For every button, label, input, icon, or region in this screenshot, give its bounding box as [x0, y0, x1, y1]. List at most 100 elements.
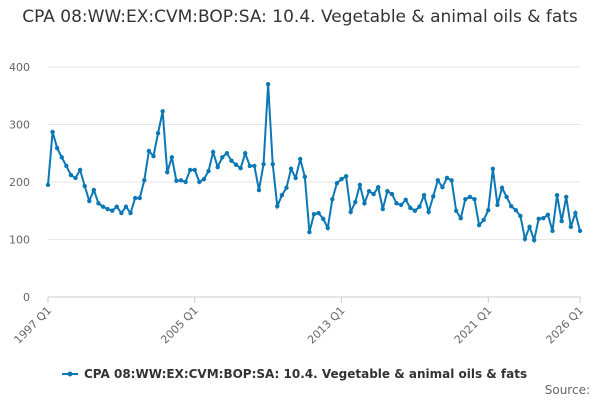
- data-point: [298, 156, 303, 162]
- data-point: [114, 204, 119, 209]
- data-point: [174, 178, 179, 184]
- data-point: [453, 208, 459, 213]
- data-point: [541, 216, 546, 221]
- data-point: [293, 175, 298, 181]
- y-tick-label: 200: [9, 176, 30, 189]
- data-point: [160, 109, 165, 114]
- data-point: [417, 204, 422, 209]
- data-point: [421, 193, 427, 198]
- data-point: [210, 149, 216, 155]
- data-point: [233, 162, 239, 167]
- x-tick-label: 1997 Q1: [12, 304, 55, 347]
- data-point: [339, 176, 344, 182]
- legend-label: CPA 08:WW:EX:CVM:BOP:SA: 10.4. Vegetable…: [84, 367, 527, 381]
- data-point: [151, 153, 156, 159]
- data-point: [348, 209, 353, 215]
- x-tick-label: 2013 Q1: [305, 304, 348, 347]
- data-point: [165, 170, 170, 175]
- data-point: [366, 189, 372, 194]
- data-point: [201, 176, 207, 182]
- data-point: [169, 155, 175, 160]
- data-point: [119, 210, 124, 216]
- x-tick-label: 2005 Q1: [158, 304, 201, 347]
- y-tick-label: 300: [9, 119, 30, 132]
- data-point: [564, 194, 569, 200]
- data-point: [206, 168, 211, 174]
- data-point: [330, 197, 335, 202]
- data-point: [536, 216, 541, 221]
- data-point: [45, 182, 51, 188]
- data-line: [47, 84, 581, 244]
- data-point: [155, 130, 161, 136]
- data-point: [531, 237, 537, 243]
- data-point: [431, 194, 436, 199]
- data-point: [325, 225, 330, 231]
- data-point: [518, 213, 523, 219]
- data-point: [426, 209, 431, 215]
- data-point: [362, 201, 367, 206]
- data-point: [224, 151, 230, 156]
- data-point: [394, 201, 399, 206]
- data-point: [568, 224, 574, 230]
- data-point: [50, 129, 55, 135]
- data-point: [353, 199, 358, 205]
- data-point: [146, 148, 152, 154]
- x-tick-label: 2026 Q1: [544, 304, 587, 347]
- data-point: [270, 161, 275, 167]
- data-point: [463, 197, 468, 202]
- data-point: [142, 178, 147, 183]
- data-point: [467, 194, 473, 200]
- data-point: [380, 206, 385, 212]
- data-point: [265, 82, 271, 87]
- data-point: [178, 178, 184, 183]
- data-point: [458, 216, 463, 221]
- data-point: [343, 174, 349, 179]
- data-point: [279, 193, 285, 198]
- data-point: [545, 212, 551, 217]
- data-point: [82, 183, 87, 189]
- data-point: [577, 228, 583, 234]
- legend-marker: [67, 371, 73, 377]
- data-point: [96, 201, 101, 206]
- data-point: [197, 179, 202, 185]
- chart-title: CPA 08:WW:EX:CVM:BOP:SA: 10.4. Vegetable…: [22, 7, 578, 27]
- data-point: [499, 185, 505, 190]
- data-point: [476, 222, 482, 228]
- source-label: Source:: [545, 383, 590, 397]
- data-point: [513, 207, 518, 213]
- data-point: [59, 155, 64, 160]
- data-point: [68, 172, 74, 178]
- data-point: [288, 166, 294, 171]
- data-point: [192, 167, 197, 173]
- data-point: [559, 218, 564, 224]
- data-point: [550, 228, 555, 234]
- data-point: [261, 161, 266, 167]
- data-point: [320, 216, 326, 221]
- data-point: [284, 185, 289, 190]
- data-point: [522, 236, 528, 242]
- data-point: [64, 163, 69, 169]
- data-point: [449, 178, 454, 183]
- data-point: [128, 210, 133, 216]
- y-tick-label: 100: [9, 234, 30, 247]
- data-point: [444, 175, 450, 181]
- data-point: [495, 202, 500, 208]
- data-point: [132, 195, 138, 201]
- data-point: [77, 167, 83, 173]
- data-point: [403, 197, 408, 203]
- data-point: [307, 229, 312, 235]
- data-point: [110, 208, 115, 213]
- data-point: [440, 184, 445, 190]
- data-point: [527, 224, 532, 230]
- data-point: [311, 212, 317, 217]
- data-point: [73, 175, 78, 181]
- data-point: [100, 204, 106, 209]
- data-point: [187, 167, 193, 173]
- data-point: [243, 151, 248, 156]
- data-point: [371, 191, 376, 197]
- data-point: [316, 210, 321, 216]
- data-point: [398, 202, 404, 208]
- data-point: [408, 205, 413, 211]
- data-point: [91, 187, 97, 193]
